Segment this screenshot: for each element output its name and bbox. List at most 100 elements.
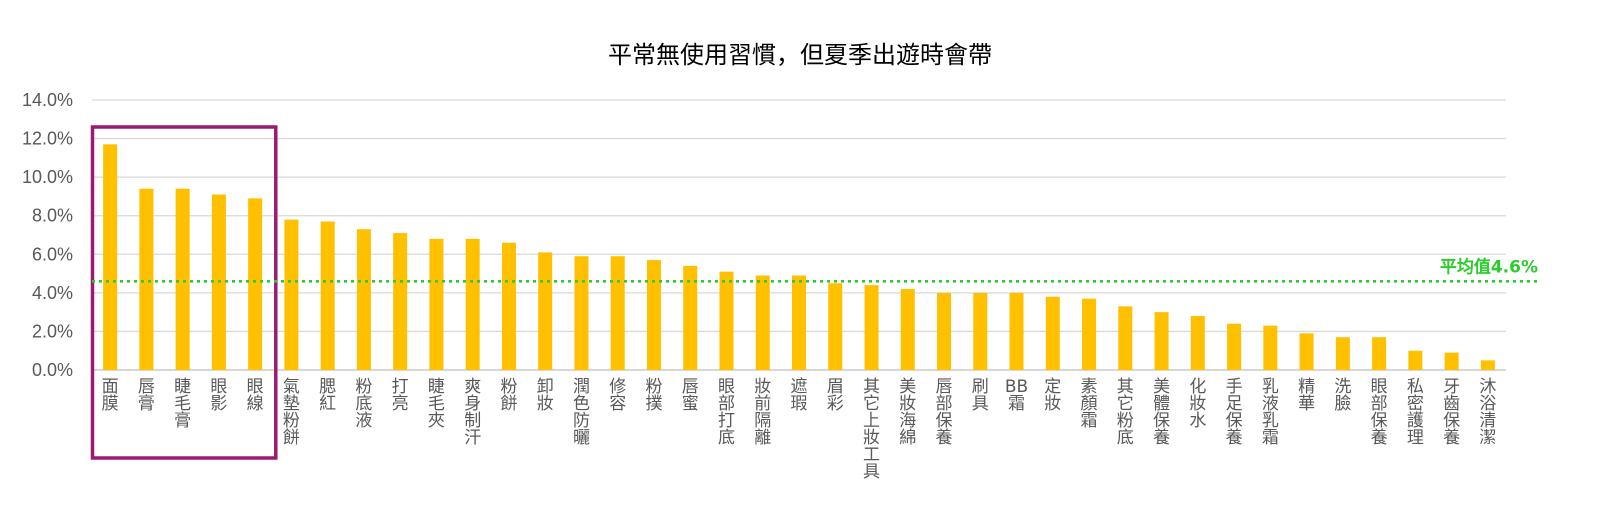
x-tick-char: 手 bbox=[1226, 377, 1243, 397]
x-tick-char: 齒 bbox=[1443, 394, 1460, 414]
x-tick-char: 曬 bbox=[573, 428, 590, 448]
bar bbox=[284, 219, 299, 370]
x-tick-char: 打 bbox=[392, 377, 409, 397]
x-tick-char: 水 bbox=[1189, 411, 1206, 431]
x-tick-char: 容 bbox=[609, 394, 626, 414]
x-tick-char: 液 bbox=[1262, 394, 1279, 414]
x-tick-char: 上 bbox=[863, 411, 880, 431]
x-tick-char: 其 bbox=[1117, 377, 1134, 397]
x-tick-char: 清 bbox=[1479, 411, 1496, 431]
x-tick-char: 爽 bbox=[464, 377, 481, 397]
x-tick-char: 保 bbox=[1443, 411, 1460, 431]
bar bbox=[1190, 316, 1205, 370]
bar bbox=[175, 188, 190, 370]
bar bbox=[429, 238, 444, 370]
x-tick-char: 私 bbox=[1407, 377, 1424, 397]
bar bbox=[1227, 323, 1242, 370]
y-tick-label: 6.0% bbox=[32, 244, 73, 264]
x-tick-char: 線 bbox=[247, 394, 264, 414]
x-tick-label: BB霜 bbox=[1005, 377, 1028, 414]
x-tick-char: 底 bbox=[355, 394, 372, 414]
x-tick-char: 理 bbox=[1407, 428, 1424, 448]
y-tick-label: 14.0% bbox=[22, 90, 73, 110]
x-tick-char: 定 bbox=[1044, 377, 1061, 397]
x-tick-char: 眼 bbox=[1371, 377, 1388, 397]
bar bbox=[973, 292, 988, 370]
x-tick-char: 刷 bbox=[972, 377, 989, 397]
x-tick-char: 影 bbox=[210, 394, 227, 414]
x-tick-char: 睫 bbox=[428, 377, 445, 397]
bar bbox=[1480, 360, 1495, 370]
x-tick-label: 卸妝 bbox=[537, 377, 554, 414]
bar bbox=[1335, 337, 1350, 370]
x-tick-char: 乳 bbox=[1262, 411, 1279, 431]
x-tick-char: 色 bbox=[573, 394, 590, 414]
x-tick-label: 打亮 bbox=[392, 377, 409, 414]
x-tick-char: 精 bbox=[1298, 377, 1315, 397]
x-tick-char: 撲 bbox=[645, 394, 662, 414]
x-tick-char: 足 bbox=[1226, 394, 1243, 414]
x-tick-char: BB bbox=[1005, 377, 1028, 397]
x-tick-char: 夾 bbox=[428, 411, 445, 431]
x-tick-char: 潔 bbox=[1479, 428, 1496, 448]
x-tick-char: 沐 bbox=[1479, 377, 1496, 397]
x-tick-char: 具 bbox=[972, 394, 989, 414]
bar bbox=[792, 275, 806, 370]
x-tick-char: 其 bbox=[863, 377, 880, 397]
bar bbox=[574, 256, 589, 370]
bar bbox=[1263, 325, 1278, 370]
x-tick-char: 卸 bbox=[537, 377, 554, 397]
x-tick-char: 保 bbox=[1226, 411, 1243, 431]
x-tick-char: 化 bbox=[1189, 377, 1206, 397]
x-tick-char: 睫 bbox=[174, 377, 191, 397]
y-axis: 0.0% 2.0% 4.0% 6.0% 8.0% 10.0% 12.0% 14.0% bbox=[22, 90, 73, 380]
x-tick-label: 素顏霜 bbox=[1081, 377, 1098, 431]
average-label: 平均值4.6% bbox=[1440, 256, 1538, 277]
x-tick-char: 養 bbox=[1226, 428, 1243, 448]
x-tick-char: 餅 bbox=[283, 428, 300, 448]
x-tick-char: 工 bbox=[863, 445, 880, 465]
bar bbox=[501, 242, 516, 370]
x-tick-char: 霜 bbox=[1081, 411, 1098, 431]
y-tick-label: 12.0% bbox=[22, 129, 73, 149]
x-tick-char: 唇 bbox=[138, 377, 155, 397]
x-tick-label: 遮瑕 bbox=[791, 377, 808, 414]
x-tick-char: 修 bbox=[609, 377, 626, 397]
bar bbox=[320, 221, 335, 370]
y-tick-label: 2.0% bbox=[32, 321, 73, 341]
x-tick-char: 粉 bbox=[1117, 411, 1134, 431]
bar bbox=[356, 229, 371, 370]
bar bbox=[1154, 312, 1169, 370]
x-tick-label: 面膜 bbox=[102, 377, 119, 414]
x-tick-char: 離 bbox=[754, 428, 771, 448]
x-tick-char: 眼 bbox=[718, 377, 735, 397]
bar bbox=[864, 285, 879, 370]
x-tick-char: 亮 bbox=[392, 394, 409, 414]
x-tick-label: 修容 bbox=[609, 377, 626, 414]
x-tick-char: 綿 bbox=[899, 428, 916, 448]
bar bbox=[139, 188, 154, 370]
x-tick-char: 瑕 bbox=[791, 394, 808, 414]
x-tick-char: 防 bbox=[573, 411, 590, 431]
bars bbox=[103, 144, 1495, 370]
x-tick-label: 粉餅 bbox=[500, 377, 517, 414]
x-tick-char: 膏 bbox=[138, 393, 155, 414]
bar bbox=[683, 265, 698, 370]
x-tick-char: 身 bbox=[464, 394, 481, 414]
x-tick-char: 制 bbox=[464, 411, 481, 431]
x-tick-char: 密 bbox=[1407, 394, 1424, 414]
highlight-box bbox=[90, 125, 278, 460]
x-tick-char: 前 bbox=[754, 394, 771, 414]
x-axis: 面膜唇膏睫毛膏眼影眼線氣墊粉餅腮紅粉底液打亮睫毛夾爽身制汗粉餅卸妝潤色防曬修容粉… bbox=[102, 377, 1497, 482]
x-tick-char: 妝 bbox=[1044, 394, 1061, 414]
bar bbox=[538, 252, 553, 370]
bar bbox=[103, 144, 118, 370]
x-tick-char: 臉 bbox=[1334, 394, 1351, 414]
